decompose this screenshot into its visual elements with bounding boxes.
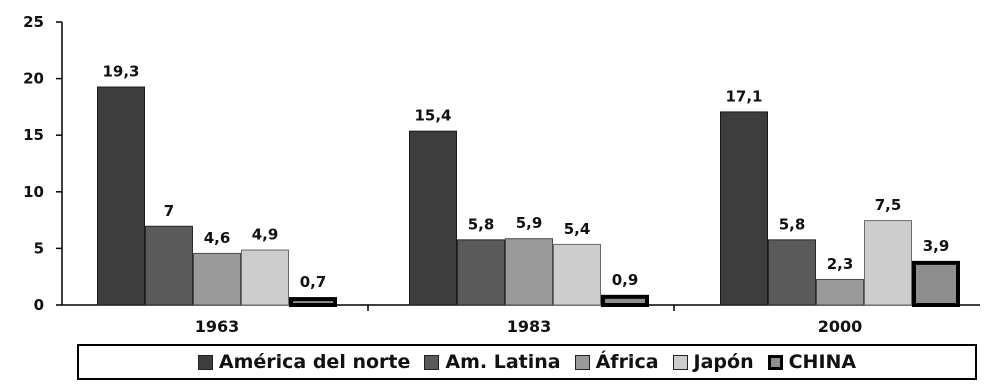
- legend-swatch: [574, 354, 590, 370]
- x-axis: 1963 1983 2000: [62, 304, 980, 336]
- bar: [457, 239, 505, 306]
- data-labels: 19,3 7 4,6 4,9 0,7 15,4 5,8 5,9 5,4 0,9 17,1 5,8 2,3…: [102, 63, 949, 292]
- data-label: 5,8: [779, 215, 806, 233]
- bar: [816, 278, 864, 306]
- data-label: 4,9: [252, 226, 279, 244]
- data-label: 0,9: [612, 271, 639, 289]
- data-label: 3,9: [923, 237, 950, 255]
- bar: [241, 249, 289, 306]
- y-tick-label: 20: [23, 70, 44, 88]
- x-tick-label: 2000: [818, 317, 863, 336]
- legend-item: Am. Latina: [424, 351, 561, 373]
- y-tick-label: 10: [23, 183, 44, 201]
- data-label: 15,4: [414, 107, 451, 125]
- bar: [289, 297, 337, 307]
- y-tick-label: 0: [34, 296, 44, 314]
- legend-swatch: [767, 354, 783, 370]
- y-tick-label: 5: [34, 239, 44, 257]
- bar: [409, 130, 457, 306]
- bar: [193, 252, 241, 306]
- data-label: 17,1: [725, 87, 762, 105]
- bar: [768, 239, 816, 306]
- legend-item: África: [574, 351, 659, 373]
- legend-label: América del norte: [218, 351, 411, 373]
- bar: [505, 238, 553, 306]
- legend-swatch: [424, 354, 440, 370]
- data-label: 5,9: [516, 214, 543, 232]
- legend-label: Japón: [693, 351, 754, 373]
- bar: [912, 260, 960, 307]
- legend-label: África: [595, 351, 659, 373]
- data-label: 2,3: [827, 255, 854, 273]
- bar: [601, 294, 649, 308]
- data-label: 19,3: [102, 63, 139, 81]
- bar: [97, 86, 145, 306]
- bar: [145, 225, 193, 306]
- bar: [553, 243, 601, 306]
- y-tick-label: 15: [23, 126, 44, 144]
- data-label: 5,8: [468, 215, 495, 233]
- legend-label: Am. Latina: [445, 351, 561, 373]
- x-tick-label: 1983: [507, 317, 552, 336]
- legend-item: Japón: [672, 351, 754, 373]
- data-label: 4,6: [204, 229, 231, 247]
- legend-swatch: [672, 354, 688, 370]
- bar-chart: 0 5 10 15 20 25 1963 1983 2000 19,3 7 4,6 4,9 0,7 15…: [23, 13, 980, 336]
- y-tick-label: 25: [23, 13, 44, 31]
- data-label: 5,4: [564, 220, 591, 238]
- bar: [864, 220, 912, 306]
- x-tick-label: 1963: [195, 317, 240, 336]
- legend-label: CHINA: [788, 351, 857, 373]
- bar: [720, 111, 768, 306]
- data-label: 0,7: [300, 273, 327, 291]
- y-axis: 0 5 10 15 20 25: [23, 13, 63, 314]
- legend-item: CHINA: [767, 351, 857, 373]
- legend-swatch: [197, 354, 213, 370]
- bars: [97, 86, 960, 308]
- data-label: 7: [164, 202, 174, 220]
- legend: América del norte Am. Latina África Japón CH…: [77, 344, 977, 380]
- legend-item: América del norte: [197, 351, 411, 373]
- data-label: 7,5: [875, 196, 902, 214]
